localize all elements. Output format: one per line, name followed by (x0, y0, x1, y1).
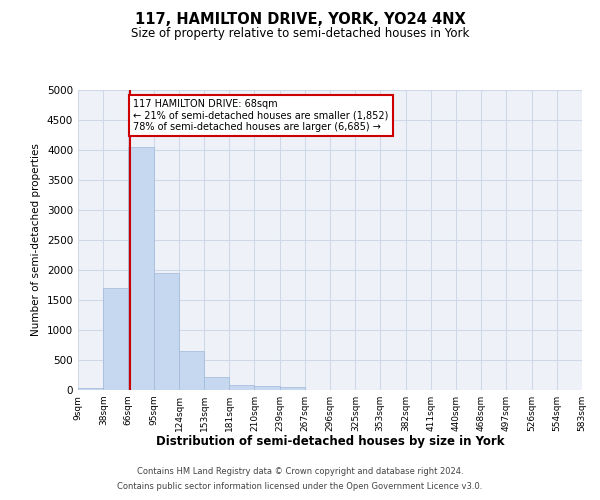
Text: Distribution of semi-detached houses by size in York: Distribution of semi-detached houses by … (156, 435, 504, 448)
Bar (280, 387, 305, 390)
Bar (205, 378, 229, 390)
Text: 117 HAMILTON DRIVE: 68sqm
← 21% of semi-detached houses are smaller (1,852)
78% : 117 HAMILTON DRIVE: 68sqm ← 21% of semi-… (133, 99, 389, 132)
Bar (154, 273, 179, 390)
Y-axis label: Number of semi-detached properties: Number of semi-detached properties (31, 144, 41, 336)
Bar (254, 386, 280, 390)
Bar (78, 388, 103, 390)
Bar (103, 288, 128, 390)
Bar (229, 384, 254, 390)
Bar (179, 351, 205, 390)
Text: Contains HM Land Registry data © Crown copyright and database right 2024.: Contains HM Land Registry data © Crown c… (137, 467, 463, 476)
Text: Size of property relative to semi-detached houses in York: Size of property relative to semi-detach… (131, 28, 469, 40)
Text: Contains public sector information licensed under the Open Government Licence v3: Contains public sector information licen… (118, 482, 482, 491)
Text: 117, HAMILTON DRIVE, YORK, YO24 4NX: 117, HAMILTON DRIVE, YORK, YO24 4NX (134, 12, 466, 28)
Bar (128, 147, 154, 390)
